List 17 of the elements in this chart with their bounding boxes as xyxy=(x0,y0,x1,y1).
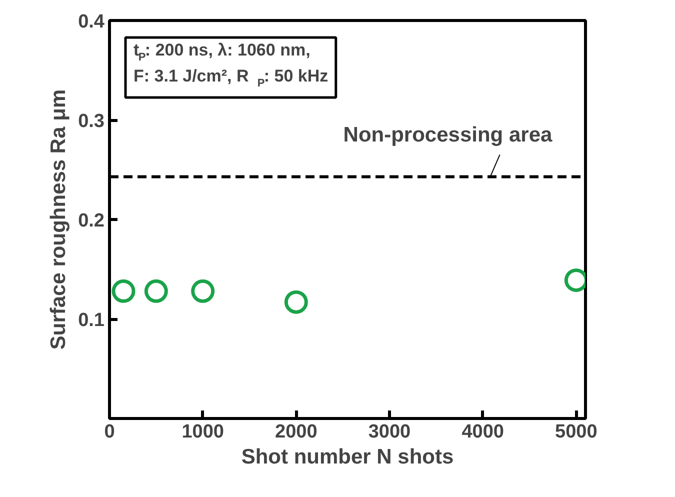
y-tick-label: 0.3 xyxy=(78,111,105,132)
x-tick-label: 4000 xyxy=(462,422,504,442)
point xyxy=(144,279,168,303)
y-tick-label: 0.4 xyxy=(78,12,105,32)
x-tick-label: 5000 xyxy=(555,422,598,442)
x-axis-title: Shot number N shots xyxy=(241,446,454,468)
x-tick-label: 1000 xyxy=(182,422,224,442)
x-tick-label: 0 xyxy=(104,422,115,442)
y-tick-label: 0.2 xyxy=(78,210,105,232)
y-tick-label: 0.1 xyxy=(78,310,105,331)
point xyxy=(112,279,136,303)
x-tick-label: 3000 xyxy=(368,422,411,442)
point xyxy=(191,279,215,303)
point xyxy=(284,290,308,314)
x-tick-label: 2000 xyxy=(275,422,318,442)
y-axis-title: Surface roughness Ra μm xyxy=(47,89,70,350)
ref-line-label: Non-processing area xyxy=(343,124,552,147)
